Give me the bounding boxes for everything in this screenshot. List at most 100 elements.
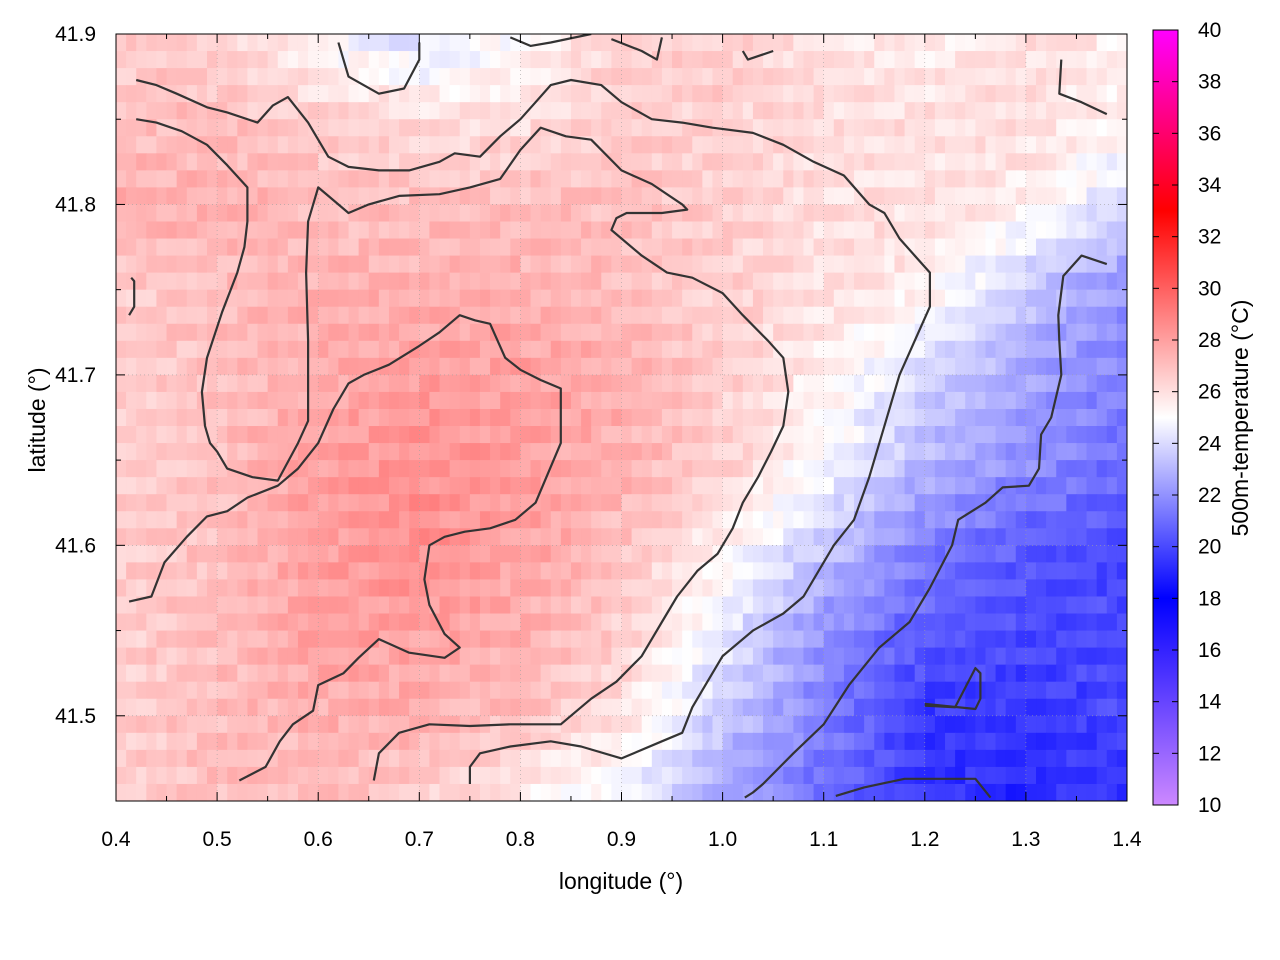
heatmap-cell — [894, 715, 906, 734]
heatmap-cell — [641, 715, 653, 734]
heatmap-cell — [388, 511, 400, 529]
heatmap-cell — [793, 749, 805, 768]
heatmap-cell — [540, 408, 552, 427]
heatmap-cell — [651, 494, 663, 512]
heatmap-cell — [601, 221, 612, 240]
heatmap-cell — [267, 732, 279, 751]
heatmap-cell — [146, 255, 158, 274]
heatmap-cell — [176, 51, 188, 69]
heatmap-cell — [1096, 698, 1108, 717]
heatmap-cell — [267, 119, 279, 137]
heatmap-cell — [348, 681, 360, 700]
heatmap-cell — [661, 596, 673, 615]
heatmap-cell — [682, 68, 693, 86]
heatmap-cell — [459, 766, 471, 785]
heatmap-cell — [581, 579, 592, 598]
heatmap-cell — [540, 204, 552, 223]
heatmap-cell — [510, 562, 521, 581]
heatmap-cell — [945, 426, 956, 444]
heatmap-cell — [661, 630, 673, 649]
heatmap-cell — [823, 374, 835, 393]
heatmap-cell — [116, 357, 127, 376]
heatmap-cell — [1066, 783, 1078, 801]
heatmap-cell — [763, 272, 774, 291]
heatmap-cell — [793, 698, 805, 717]
heatmap-cell — [864, 34, 875, 52]
heatmap-cell — [297, 749, 309, 768]
heatmap-cell — [358, 732, 370, 751]
heatmap-cell — [742, 698, 754, 717]
heatmap-cell — [884, 272, 896, 291]
heatmap-cell — [186, 749, 198, 768]
heatmap-cell — [520, 613, 532, 632]
heatmap-cell — [672, 323, 683, 342]
heatmap-cell — [1076, 119, 1088, 137]
heatmap-cell — [368, 647, 380, 666]
heatmap-cell — [146, 596, 158, 615]
heatmap-cell — [641, 255, 653, 274]
heatmap-cell — [985, 51, 997, 69]
heatmap-cell — [924, 528, 936, 546]
heatmap-cell — [995, 528, 1007, 546]
heatmap-cell — [904, 477, 916, 495]
heatmap-cell — [742, 187, 754, 206]
heatmap-cell — [722, 323, 734, 342]
heatmap-cell — [884, 204, 896, 223]
heatmap-cell — [419, 426, 431, 444]
heatmap-cell — [702, 68, 714, 86]
heatmap-cell — [560, 68, 572, 86]
heatmap-cell — [945, 374, 956, 393]
heatmap-cell — [763, 511, 774, 529]
heatmap-cell — [328, 613, 340, 632]
heatmap-cell — [793, 306, 805, 325]
heatmap-cell — [277, 681, 289, 700]
heatmap-cell — [945, 391, 956, 410]
heatmap-cell — [308, 681, 319, 700]
heatmap-cell — [1116, 374, 1127, 393]
heatmap-cell — [520, 272, 532, 291]
heatmap-cell — [752, 119, 764, 137]
heatmap-cell — [793, 494, 805, 512]
heatmap-cell — [338, 408, 350, 427]
heatmap-cell — [1046, 664, 1057, 683]
heatmap-cell — [257, 545, 269, 563]
heatmap-cell — [631, 698, 643, 717]
heatmap-cell — [328, 715, 340, 734]
heatmap-cell — [934, 443, 946, 461]
heatmap-cell — [672, 68, 683, 86]
heatmap-cell — [247, 374, 259, 393]
heatmap-cell — [490, 630, 501, 649]
heatmap-cell — [783, 528, 794, 546]
heatmap-cell — [449, 647, 461, 666]
heatmap-cell — [843, 34, 855, 52]
heatmap-cell — [1025, 596, 1037, 615]
heatmap-cell — [186, 187, 198, 206]
heatmap-cell — [611, 579, 623, 598]
heatmap-cell — [904, 545, 916, 563]
heatmap-cell — [206, 272, 218, 291]
heatmap-cell — [702, 664, 714, 683]
heatmap-cell — [682, 528, 693, 546]
heatmap-cell — [419, 204, 431, 223]
heatmap-cell — [864, 630, 875, 649]
heatmap-cell — [934, 579, 946, 598]
heatmap-cell — [429, 766, 441, 785]
heatmap-cell — [601, 51, 612, 69]
heatmap-cell — [581, 732, 592, 751]
heatmap-cell — [217, 255, 228, 274]
heatmap-cell — [1066, 443, 1078, 461]
heatmap-cell — [399, 289, 410, 308]
heatmap-cell — [965, 528, 976, 546]
heatmap-cell — [702, 783, 714, 801]
heatmap-cell — [1066, 562, 1078, 581]
heatmap-cell — [1116, 51, 1127, 69]
heatmap-cell — [1046, 34, 1057, 52]
heatmap-cell — [1106, 681, 1118, 700]
heatmap-cell — [611, 272, 623, 291]
heatmap-cell — [783, 34, 794, 52]
heatmap-cell — [318, 664, 329, 683]
heatmap-cell — [874, 630, 885, 649]
heatmap-cell — [136, 102, 147, 120]
heatmap-cell — [328, 119, 340, 137]
heatmap-cell — [530, 630, 542, 649]
